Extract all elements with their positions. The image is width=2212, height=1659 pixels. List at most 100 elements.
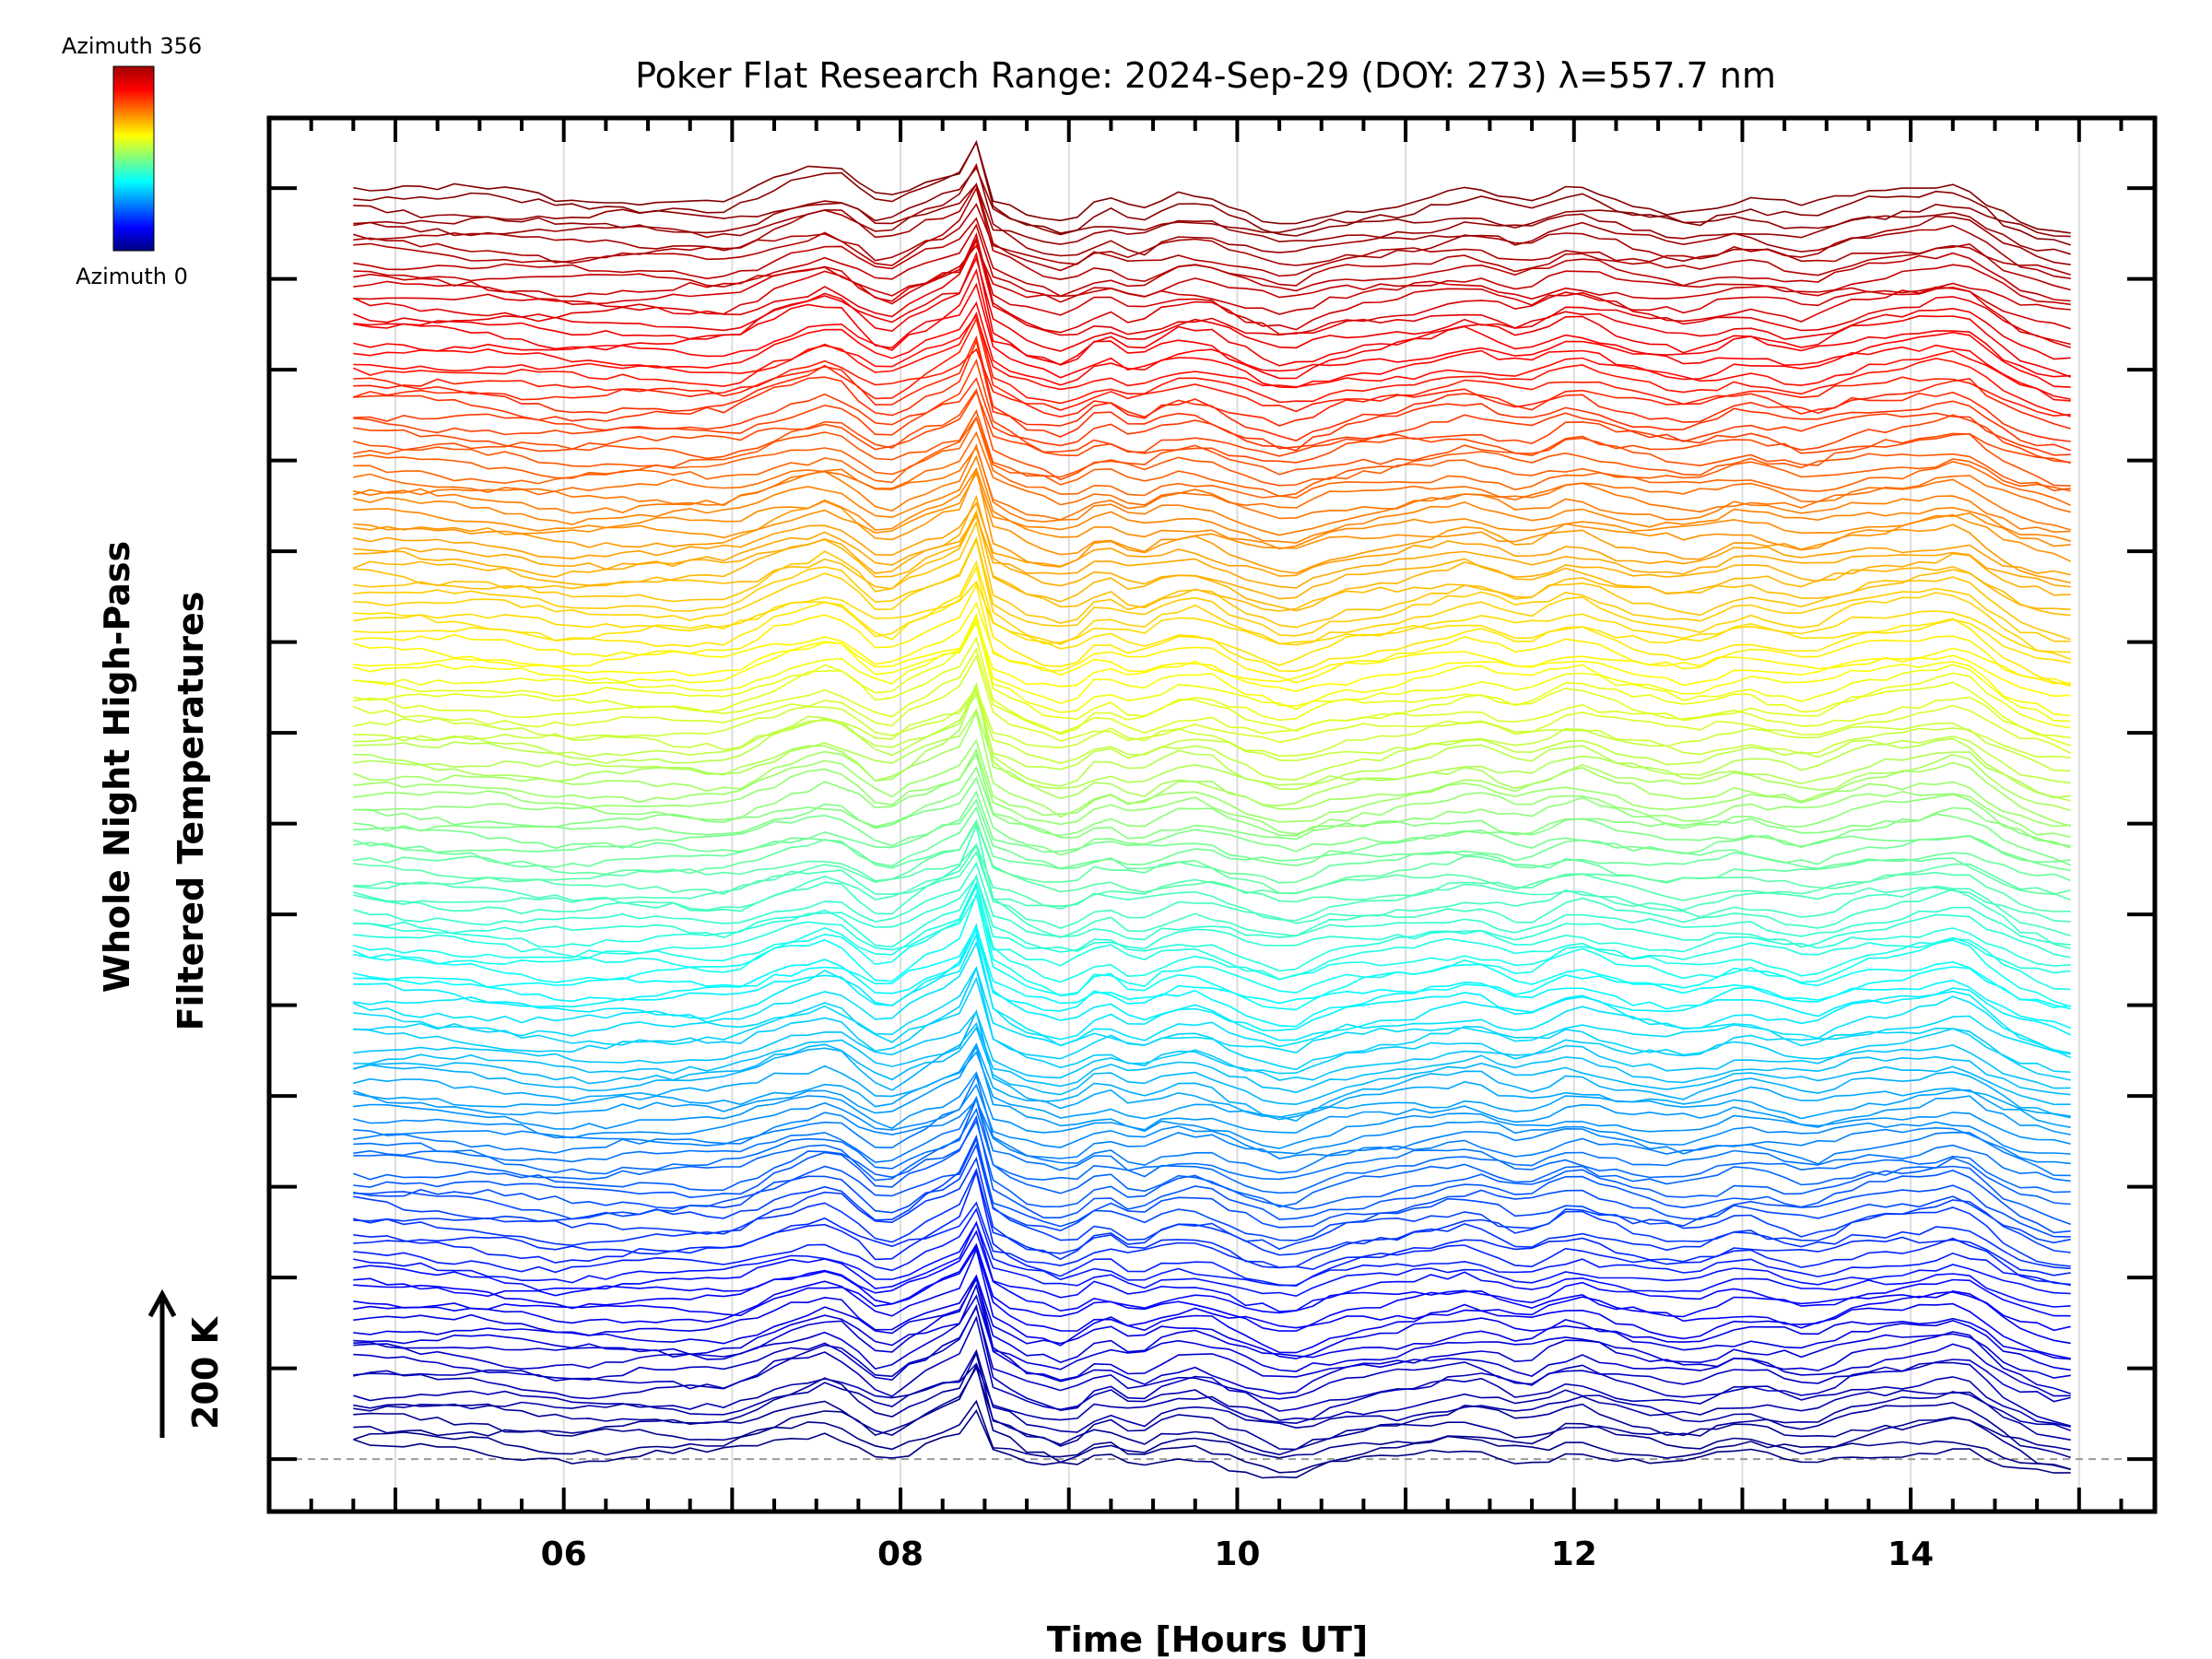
scale-bar-label: 200 K	[185, 1315, 226, 1430]
scale-bar: 200 K	[147, 1288, 226, 1438]
series-line	[353, 580, 2071, 653]
series-line	[353, 1156, 2071, 1267]
series-line	[353, 520, 2071, 641]
series-line	[353, 619, 2071, 723]
series-line	[353, 1283, 2071, 1397]
y-axis-title: Whole Night High-Pass Filtered Temperatu…	[97, 541, 211, 1030]
series-line	[353, 1021, 2071, 1096]
series-line	[353, 1220, 2071, 1312]
series-line	[353, 537, 2071, 660]
series-line	[353, 893, 2071, 981]
series-line	[352, 238, 2071, 346]
series-line	[353, 140, 2071, 246]
series-line	[353, 466, 2071, 584]
chart-title: Poker Flat Research Range: 2024-Sep-29 (…	[635, 55, 1776, 96]
series-line	[353, 1071, 2071, 1149]
series-line	[353, 708, 2071, 799]
series-line	[353, 798, 2071, 872]
colorbar-top-label: Azimuth 356	[62, 33, 202, 59]
series-line	[353, 1245, 2071, 1345]
series-line	[353, 471, 2072, 562]
series-line	[353, 416, 2071, 498]
series-line	[353, 454, 2071, 544]
series-line	[353, 843, 2071, 937]
series-line	[353, 408, 2071, 492]
series-line	[353, 500, 2071, 577]
series-line	[353, 1107, 2071, 1194]
series-line	[353, 314, 2071, 402]
series-line	[353, 1363, 2071, 1470]
series-line	[352, 883, 2071, 1007]
series-line	[353, 300, 2071, 400]
series-line	[353, 202, 2071, 277]
x-tick-label: 14	[1888, 1535, 1934, 1573]
series-line	[353, 338, 2071, 452]
series-line	[353, 923, 2072, 1036]
series-line	[353, 687, 2071, 759]
series-line	[353, 1099, 2071, 1165]
series-line	[353, 565, 2071, 688]
series-line	[353, 358, 2071, 464]
series-line	[353, 1009, 2071, 1119]
series-line	[353, 876, 2071, 959]
series-line	[353, 1294, 2071, 1379]
series-line	[353, 1168, 2071, 1270]
series-line	[353, 535, 2071, 642]
series-line	[353, 1303, 2071, 1427]
series-line	[353, 1362, 2071, 1431]
series-line	[352, 940, 2072, 1059]
series-line	[353, 1119, 2071, 1226]
series-line	[353, 223, 2071, 306]
series-line	[353, 965, 2071, 1081]
series-line	[353, 1095, 2071, 1182]
series-line	[353, 1247, 2071, 1359]
series-line	[353, 612, 2071, 717]
series-group	[352, 139, 2072, 1479]
series-line	[353, 933, 2071, 1054]
series-line	[353, 1051, 2071, 1128]
series-line	[353, 685, 2071, 812]
colorbar-gradient	[112, 65, 155, 252]
series-line	[353, 388, 2071, 487]
colorbar: Azimuth 356 Azimuth 0	[62, 33, 202, 289]
series-line	[353, 1408, 2071, 1479]
series-line	[353, 1010, 2071, 1089]
series-line	[353, 842, 2071, 912]
y-axis-label-line2: Filtered Temperatures	[171, 592, 211, 1031]
series-line	[353, 766, 2071, 847]
series-line	[353, 681, 2071, 802]
series-line	[353, 1169, 2071, 1288]
colorbar-bottom-label: Azimuth 0	[76, 264, 188, 289]
series-line	[353, 747, 2071, 839]
series-line	[353, 162, 2071, 265]
series-line	[353, 1315, 2071, 1428]
series-line	[353, 1134, 2071, 1253]
series-line	[353, 692, 2071, 784]
series-line	[353, 874, 2071, 972]
series-line	[353, 316, 2071, 429]
series-line	[353, 689, 2071, 772]
series-line	[353, 514, 2071, 589]
series-line	[353, 1305, 2071, 1403]
series-line	[353, 1143, 2071, 1244]
series-line	[353, 582, 2071, 685]
series-line	[353, 1207, 2071, 1287]
series-line	[353, 1277, 2071, 1371]
series-line	[353, 509, 2071, 612]
series-line	[353, 255, 2071, 360]
series-line	[353, 251, 2071, 378]
series-line	[353, 1096, 2071, 1208]
series-line	[353, 430, 2071, 513]
series-line	[353, 237, 2071, 331]
x-tick-label: 10	[1214, 1535, 1260, 1573]
series-line	[353, 818, 2071, 901]
series-line	[353, 861, 2071, 946]
series-line	[353, 1136, 2071, 1238]
x-tick-labels: 06 08 10 12 14	[541, 1535, 1935, 1573]
series-line	[353, 1221, 2071, 1298]
x-tick-label: 12	[1551, 1535, 1597, 1573]
series-line	[353, 1348, 2071, 1441]
series-line	[353, 1073, 2071, 1177]
plot-frame	[266, 115, 2158, 1514]
